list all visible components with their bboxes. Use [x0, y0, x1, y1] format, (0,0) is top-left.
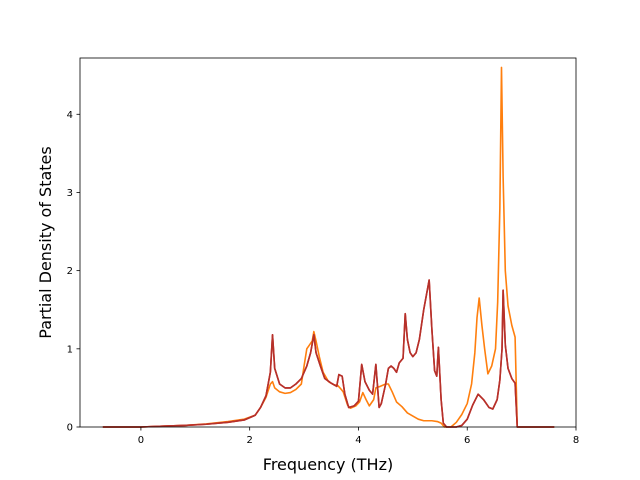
series-line-3 — [102, 279, 555, 428]
x-axis: 0 2 4 6 8 — [138, 427, 579, 446]
x-axis-label: Frequency (THz) — [263, 455, 393, 474]
x-tick-label: 0 — [138, 435, 144, 446]
x-tick-label: 2 — [246, 435, 252, 446]
x-tick-label: 8 — [573, 435, 579, 446]
series-line-1 — [102, 66, 555, 428]
y-axis-label: Partial Density of States — [36, 146, 55, 338]
series-layer — [102, 66, 555, 428]
y-tick-label: 4 — [67, 110, 73, 121]
y-tick-label: 1 — [67, 344, 73, 355]
y-tick-label: 3 — [67, 188, 73, 199]
y-tick-label: 2 — [67, 266, 73, 277]
plot-frame — [79, 57, 577, 428]
y-axis: 0 1 2 3 4 — [67, 110, 80, 434]
plot-area — [80, 58, 576, 427]
x-tick-label: 6 — [464, 435, 470, 446]
y-tick-label: 0 — [67, 423, 73, 434]
x-tick-label: 4 — [355, 435, 361, 446]
